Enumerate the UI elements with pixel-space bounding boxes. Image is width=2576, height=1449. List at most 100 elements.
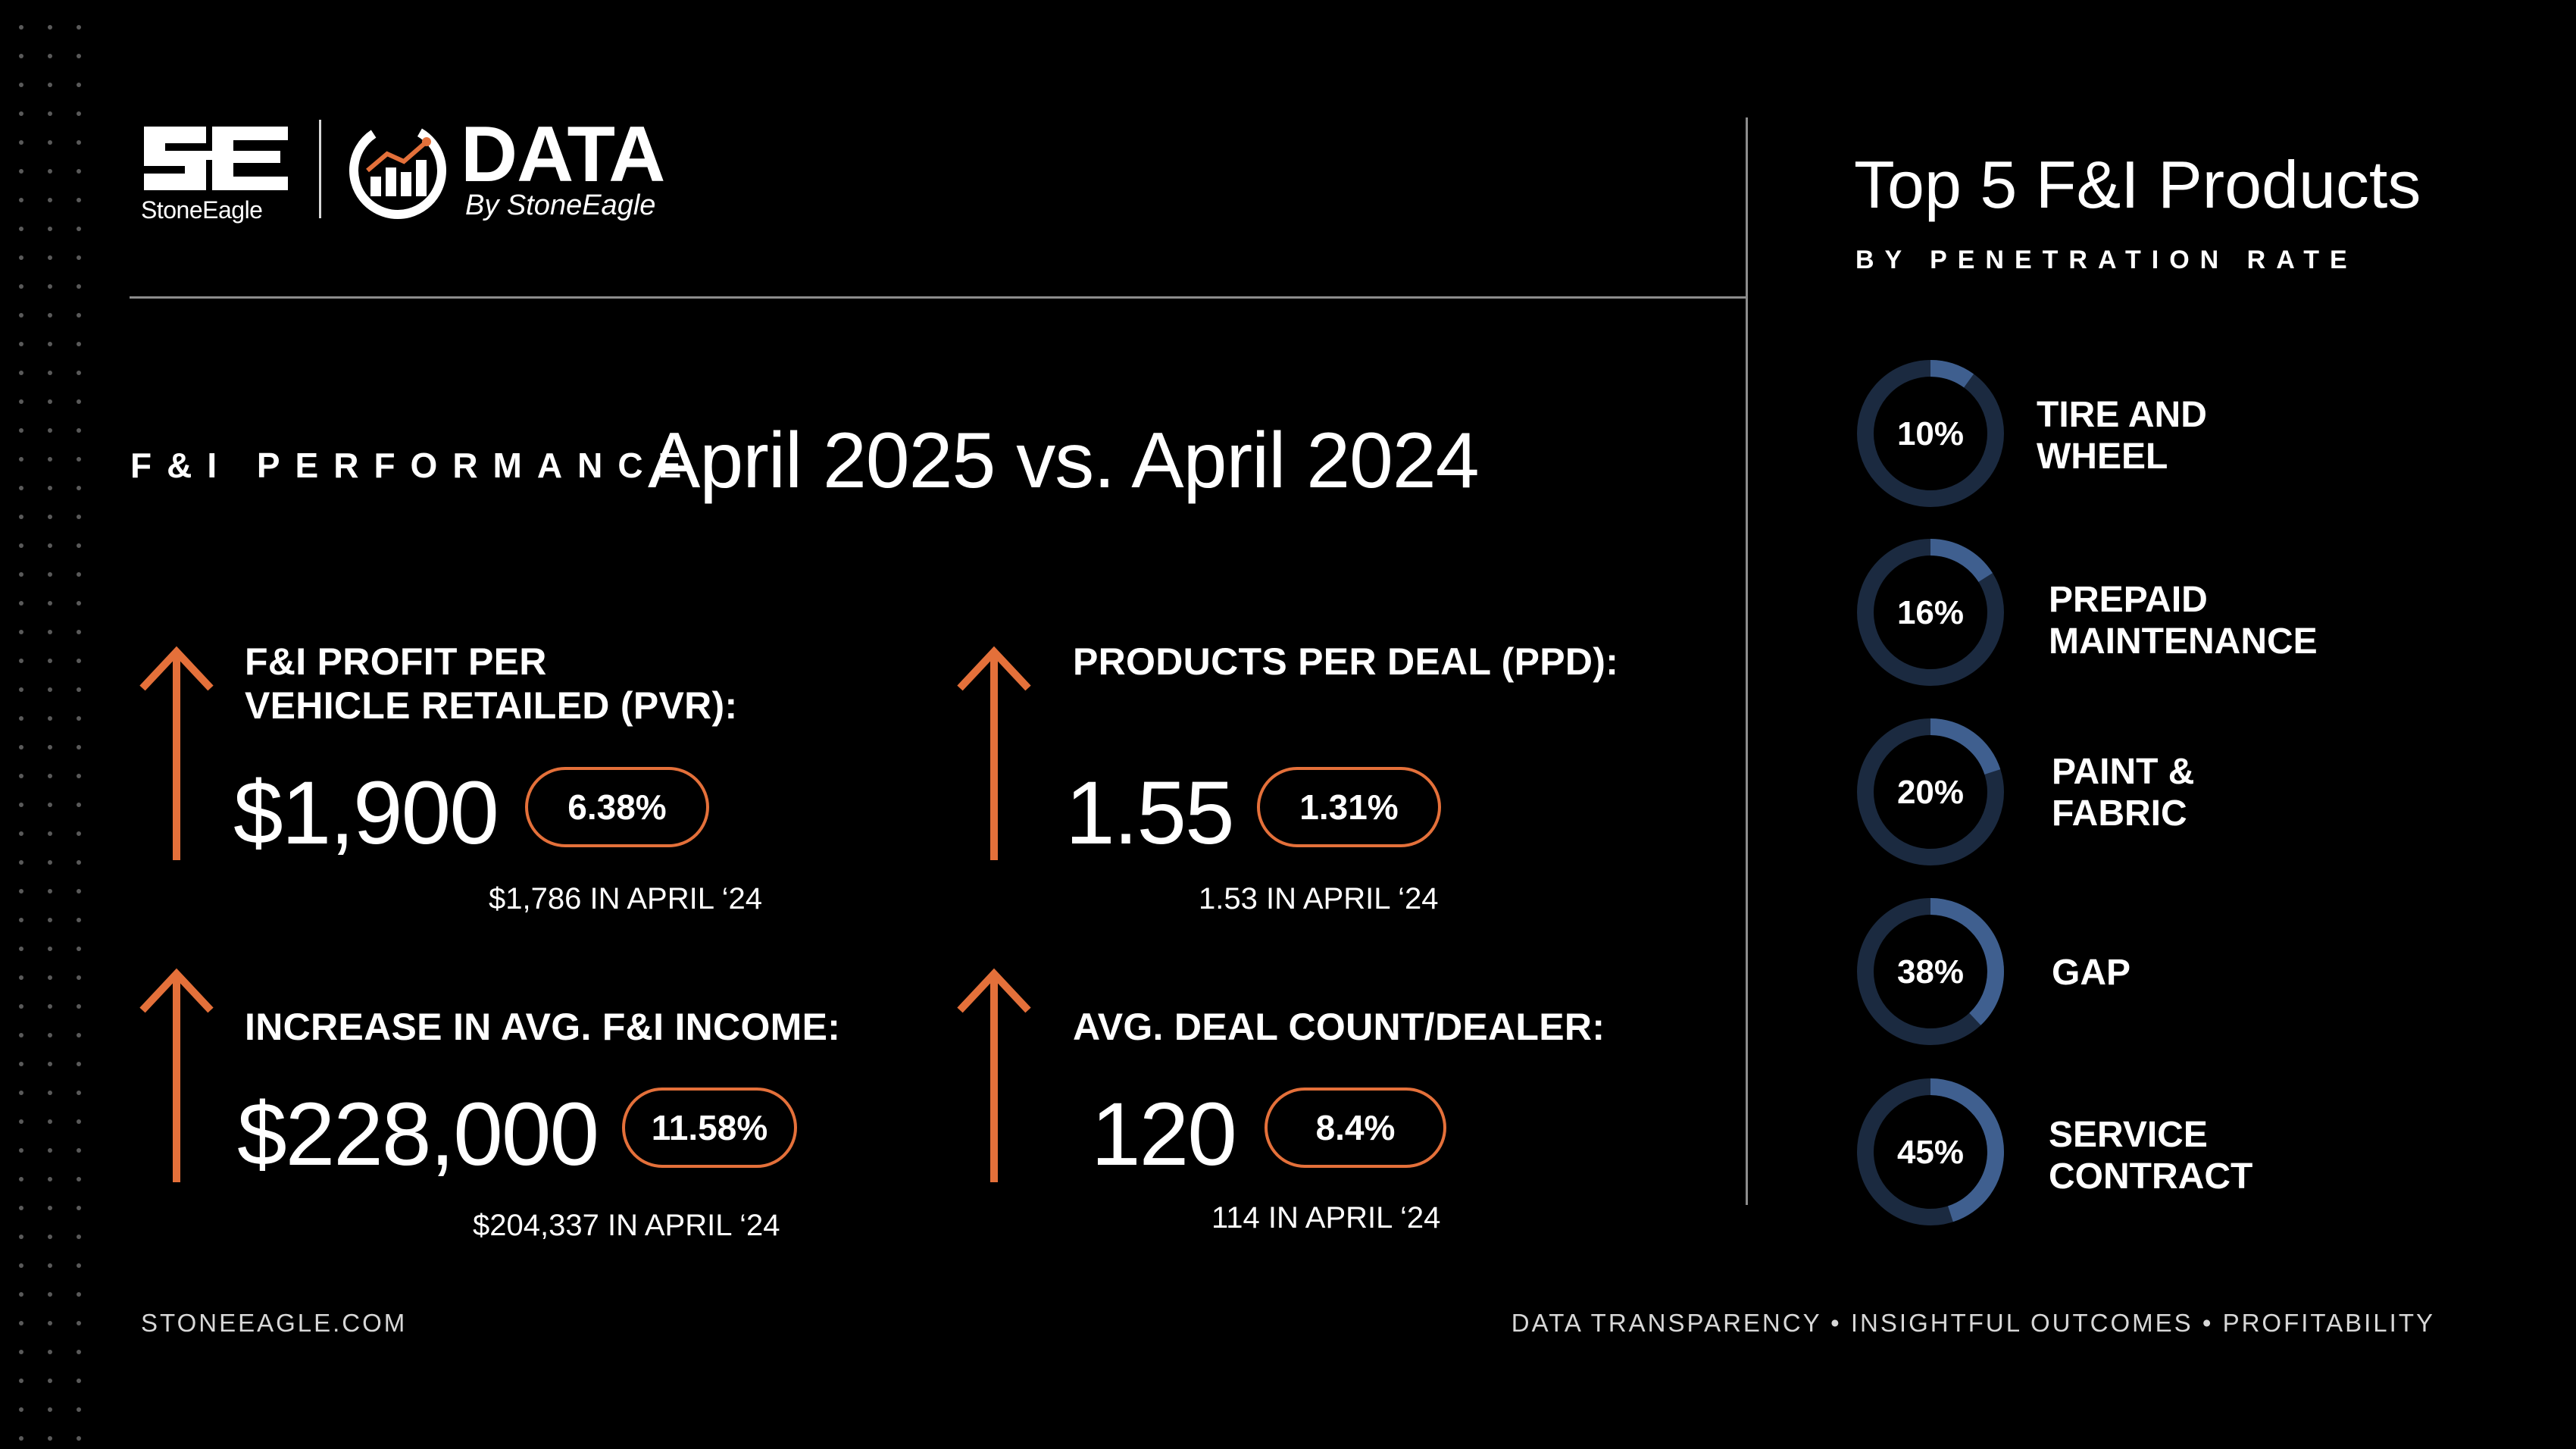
decorative-dot — [48, 860, 52, 865]
metric-label-line2: VEHICLE RETAILED (PVR): — [245, 684, 738, 727]
decorative-dot — [48, 1119, 52, 1124]
arrow-up-icon — [957, 968, 1031, 1182]
decorative-dot — [77, 1033, 81, 1037]
decorative-dot — [77, 1091, 81, 1095]
decorative-dot — [48, 601, 52, 606]
decorative-dot — [77, 227, 81, 231]
change-badge: 6.38% — [525, 767, 709, 847]
decorative-dot — [48, 1004, 52, 1009]
products-panel-title: Top 5 F&I Products — [1854, 147, 2421, 222]
decorative-dot — [19, 313, 23, 318]
decorative-dot — [77, 918, 81, 922]
donut-percent-label: 38% — [1897, 953, 1964, 991]
decorative-dot — [77, 630, 81, 634]
decorative-dot — [77, 486, 81, 490]
decorative-dot — [77, 803, 81, 807]
decorative-dot — [48, 659, 52, 663]
decorative-dot — [77, 1119, 81, 1124]
previous-value: $1,786 IN APRIL ‘24 — [489, 882, 762, 915]
decorative-dot — [77, 54, 81, 58]
decorative-dot — [19, 1263, 23, 1268]
decorative-dot — [77, 774, 81, 778]
penetration-donut: 45% — [1857, 1078, 2004, 1225]
decorative-dot — [48, 1235, 52, 1239]
metric-value: $228,000 — [237, 1084, 599, 1185]
decorative-dot — [48, 1091, 52, 1095]
decorative-dot — [19, 630, 23, 634]
decorative-dot — [48, 371, 52, 375]
decorative-dot — [77, 140, 81, 145]
decorative-dot — [77, 947, 81, 951]
decorative-dot — [19, 572, 23, 577]
decorative-dot — [19, 1292, 23, 1297]
decorative-dot — [19, 342, 23, 346]
decorative-dot — [19, 1062, 23, 1066]
donut-fill — [1857, 898, 2004, 1045]
previous-value: 114 IN APRIL ‘24 — [1211, 1201, 1441, 1235]
data-logo-icon — [345, 117, 451, 224]
decorative-dot — [77, 1263, 81, 1268]
decorative-dot — [77, 1177, 81, 1181]
product-label: GAP — [2052, 952, 2131, 994]
donut-fill — [1857, 718, 2004, 865]
decorative-dot — [77, 457, 81, 462]
donut-fill — [1857, 360, 2004, 507]
decorative-dot — [48, 342, 52, 346]
decorative-dot — [19, 371, 23, 375]
decorative-dot — [19, 1321, 23, 1325]
decorative-dot — [19, 803, 23, 807]
decorative-dot — [77, 860, 81, 865]
decorative-dot — [19, 1148, 23, 1153]
decorative-dot — [48, 111, 52, 116]
product-label-line1: SERVICE — [2049, 1115, 2208, 1155]
donut-percent-label: 10% — [1897, 415, 1964, 452]
decorative-dot — [19, 169, 23, 174]
decorative-dot — [48, 1263, 52, 1268]
decorative-dot — [19, 659, 23, 663]
decorative-dot — [48, 399, 52, 404]
decorative-dot — [19, 515, 23, 519]
decorative-dot — [19, 457, 23, 462]
product-label: SERVICE CONTRACT — [2049, 1114, 2252, 1197]
decorative-dot — [48, 255, 52, 260]
footer-website: STONEEAGLE.COM — [141, 1309, 408, 1337]
section-title: April 2025 vs. April 2024 — [648, 417, 1480, 505]
decorative-dot — [48, 1033, 52, 1037]
decorative-dot — [19, 1119, 23, 1124]
decorative-dot — [77, 1206, 81, 1210]
decorative-dot — [19, 543, 23, 548]
decorative-dot — [19, 255, 23, 260]
decorative-dot — [48, 25, 52, 30]
decorative-dot — [77, 83, 81, 87]
decorative-dot — [48, 543, 52, 548]
decorative-dot — [77, 313, 81, 318]
change-badge: 8.4% — [1265, 1088, 1446, 1168]
decorative-dot — [48, 1292, 52, 1297]
decorative-dot — [48, 515, 52, 519]
decorative-dot — [77, 1436, 81, 1441]
decorative-dot — [48, 140, 52, 145]
decorative-dot — [48, 1321, 52, 1325]
donut-percent-label: 16% — [1897, 594, 1964, 631]
metric-label-line1: F&I PROFIT PER — [245, 640, 547, 683]
metric-label: INCREASE IN AVG. F&I INCOME: — [245, 1006, 841, 1048]
products-panel-subtitle: BY PENETRATION RATE — [1855, 246, 2358, 274]
metric-value: 1.55 — [1065, 763, 1235, 863]
decorative-dot — [77, 572, 81, 577]
decorative-dot — [77, 255, 81, 260]
metric-label: F&I PROFIT PER VEHICLE RETAILED (PVR): — [245, 640, 737, 728]
decorative-dot — [19, 399, 23, 404]
decorative-dot — [48, 284, 52, 289]
decorative-dot — [77, 371, 81, 375]
decorative-dot — [77, 975, 81, 980]
decorative-dot — [77, 659, 81, 663]
decorative-dot — [48, 83, 52, 87]
decorative-dot — [48, 198, 52, 202]
metric-label: PRODUCTS PER DEAL (PPD): — [1073, 640, 1619, 683]
arrow-up-icon — [139, 968, 214, 1182]
decorative-dot — [48, 831, 52, 836]
decorative-dot-grid — [19, 25, 81, 1441]
decorative-dot — [48, 428, 52, 433]
product-label-line2: WHEEL — [2037, 437, 2168, 477]
decorative-dot — [48, 1379, 52, 1383]
